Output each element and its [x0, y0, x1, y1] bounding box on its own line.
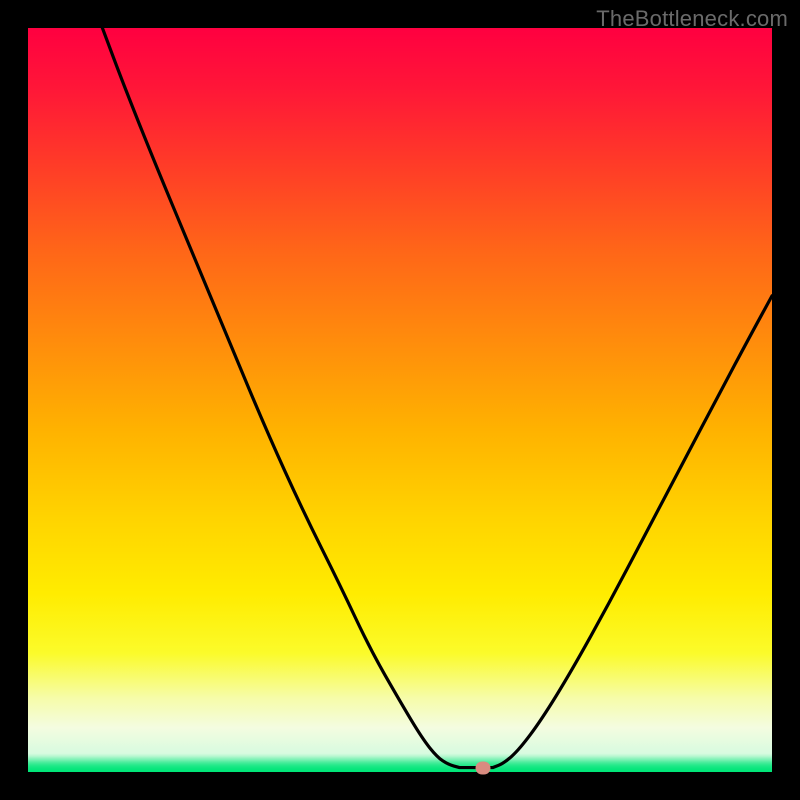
bottom-green-band [28, 756, 772, 772]
plot-gradient-area [28, 28, 772, 772]
watermark-text: TheBottleneck.com [596, 6, 788, 32]
optimum-marker [476, 761, 491, 774]
